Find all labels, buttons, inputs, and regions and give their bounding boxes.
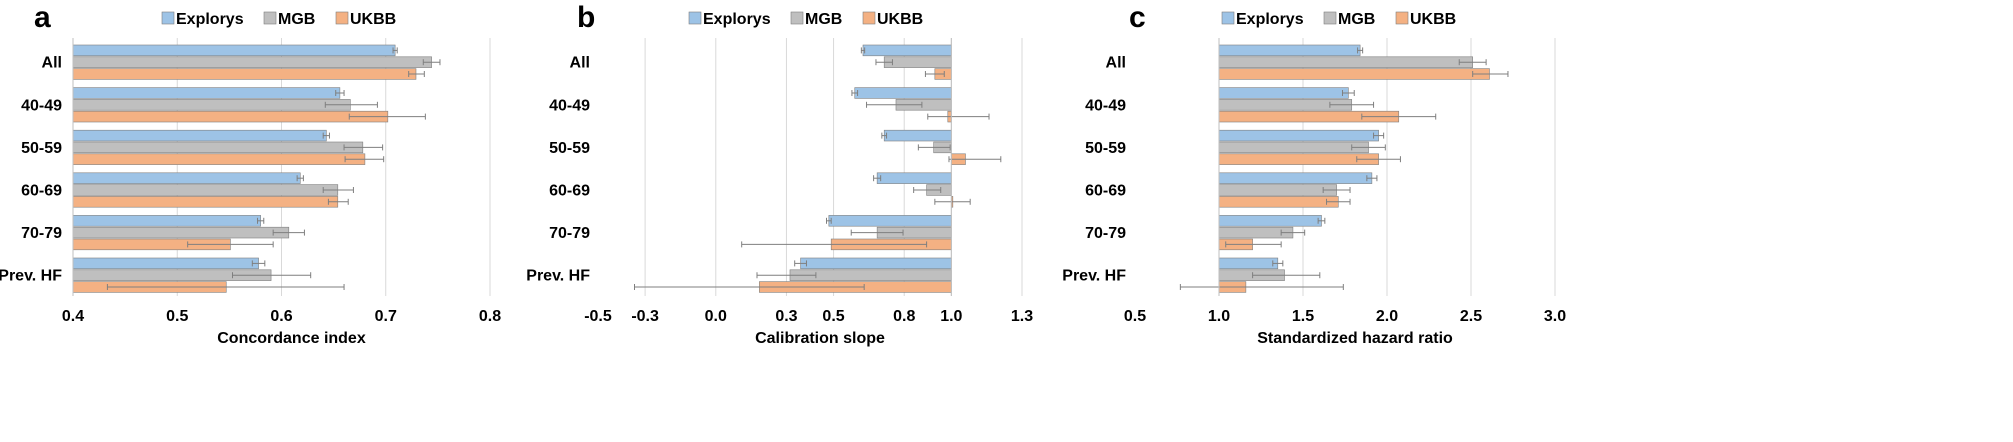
category-label: 50-59 <box>549 140 590 157</box>
bar <box>72 110 389 123</box>
x-axis-title: Concordance index <box>217 330 366 347</box>
legend-entry: UKBB <box>877 11 923 28</box>
category-label: 40-49 <box>1085 97 1126 114</box>
bar <box>1218 44 1361 57</box>
panel-label: c <box>1129 1 1146 34</box>
category-label: 70-79 <box>21 225 62 242</box>
category-label: 50-59 <box>21 140 62 157</box>
bar <box>876 172 952 184</box>
bar <box>1218 196 1339 208</box>
legend-swatch <box>688 11 702 25</box>
panel-a: a All 40-49 50-59 60-69 70-79 Prev. HF 0.4 0.5 0… <box>0 1 501 347</box>
bar <box>72 44 396 57</box>
tick-label: 0.3 <box>775 308 797 325</box>
bar <box>72 141 364 154</box>
tick-label: 0.8 <box>479 308 501 325</box>
bar <box>72 99 351 111</box>
bar <box>828 215 952 227</box>
legend-swatch <box>862 11 876 25</box>
panel-c: c All 40-49 50-59 60-69 70-79 Prev. HF 0.5 1.0 1… <box>1062 1 1566 347</box>
legend-entry: Explorys <box>1236 11 1304 28</box>
tick-label: 0.0 <box>705 308 727 325</box>
panel-b: b All 40-49 50-59 60-69 70-79 Prev. HF -0.5 -0.… <box>526 1 1033 347</box>
category-label: 60-69 <box>549 183 590 200</box>
legend-entry: MGB <box>278 11 315 28</box>
category-label: Prev. HF <box>0 268 62 285</box>
tick-label: 0.5 <box>822 308 844 325</box>
bar <box>1218 172 1373 184</box>
category-label: 70-79 <box>1085 225 1126 242</box>
legend-entry: UKBB <box>1410 11 1456 28</box>
tick-label: 0.5 <box>1124 308 1146 325</box>
bar <box>800 257 952 270</box>
tick-label: 0.8 <box>893 308 915 325</box>
bar <box>854 87 952 99</box>
category-label: All <box>570 55 590 72</box>
bar <box>1218 257 1279 270</box>
legend-entry: UKBB <box>350 11 396 28</box>
panel-label: b <box>577 1 595 34</box>
bar <box>1218 153 1379 165</box>
category-label: 40-49 <box>549 97 590 114</box>
x-axis-title: Standardized hazard ratio <box>1257 330 1453 347</box>
category-label: Prev. HF <box>1062 268 1126 285</box>
bar <box>1218 87 1349 99</box>
legend-swatch <box>161 11 175 25</box>
bar <box>1218 56 1473 68</box>
tick-label: 1.0 <box>940 308 962 325</box>
bar <box>862 44 952 57</box>
tick-label: 0.7 <box>375 308 397 325</box>
bar <box>72 196 339 208</box>
legend-swatch <box>1323 11 1337 25</box>
category-label: All <box>1106 55 1126 72</box>
legend-entry: Explorys <box>176 11 244 28</box>
bar <box>72 172 301 184</box>
tick-label: 3.0 <box>1544 308 1566 325</box>
bar <box>72 184 339 196</box>
bar <box>72 226 290 239</box>
legend-swatch <box>335 11 349 25</box>
category-label: 70-79 <box>549 225 590 242</box>
legend-swatch <box>263 11 277 25</box>
legend-swatch <box>790 11 804 25</box>
bar <box>72 68 417 80</box>
bar <box>883 129 952 142</box>
tick-label: 0.4 <box>62 308 84 325</box>
bar <box>883 56 952 68</box>
bar <box>72 215 261 227</box>
tick-label: 1.3 <box>1011 308 1033 325</box>
tick-label: -0.3 <box>631 308 659 325</box>
bar <box>1218 215 1322 227</box>
panel-label: a <box>34 1 51 34</box>
tick-label: 0.6 <box>270 308 292 325</box>
legend-entry: MGB <box>805 11 842 28</box>
category-label: 50-59 <box>1085 140 1126 157</box>
category-label: Prev. HF <box>526 268 590 285</box>
bar <box>72 153 366 165</box>
bar <box>72 56 432 68</box>
tick-label: 1.5 <box>1292 308 1314 325</box>
tick-label: 0.5 <box>166 308 188 325</box>
x-axis-title: Calibration slope <box>755 330 885 347</box>
bar <box>1218 129 1379 142</box>
tick-label: 2.0 <box>1376 308 1398 325</box>
bar <box>1218 68 1490 80</box>
bar <box>72 87 341 99</box>
category-label: 60-69 <box>21 183 62 200</box>
tick-label: 2.5 <box>1460 308 1482 325</box>
legend-swatch <box>1395 11 1409 25</box>
legend-swatch <box>1221 11 1235 25</box>
legend-entry: MGB <box>1338 11 1375 28</box>
bar <box>1218 184 1337 196</box>
bar <box>72 129 327 142</box>
bar <box>72 257 259 270</box>
category-label: All <box>42 55 62 72</box>
tick-label: 1.0 <box>1208 308 1230 325</box>
bar <box>1218 141 1369 154</box>
category-label: 40-49 <box>21 97 62 114</box>
legend-entry: Explorys <box>703 11 771 28</box>
tick-label: -0.5 <box>584 308 612 325</box>
category-label: 60-69 <box>1085 183 1126 200</box>
